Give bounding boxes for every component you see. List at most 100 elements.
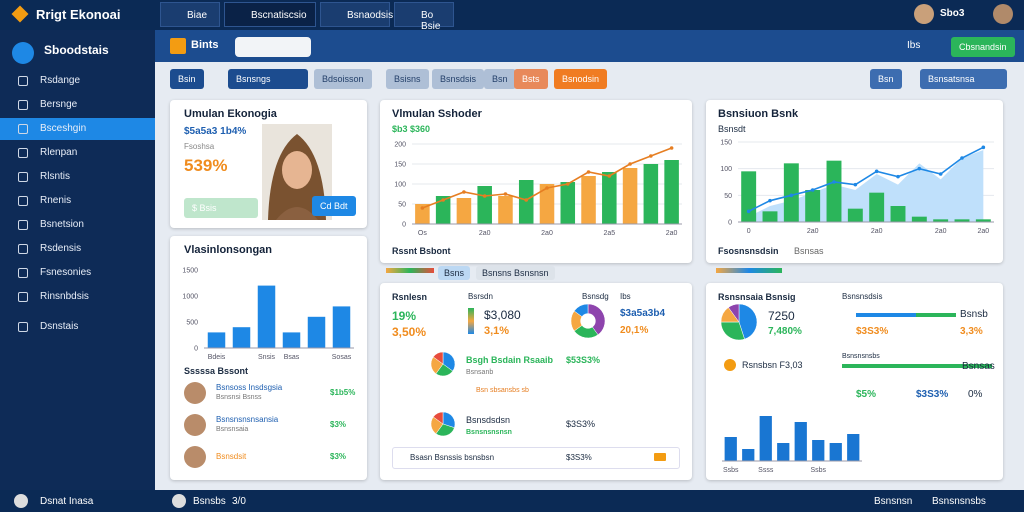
sidebar-item[interactable]: Rnenis bbox=[0, 190, 155, 212]
icon bbox=[18, 268, 28, 278]
line-point bbox=[524, 198, 529, 202]
tag bbox=[654, 453, 666, 461]
header-action[interactable]: Cbsnandsin bbox=[951, 37, 1015, 57]
donut-chart bbox=[570, 303, 606, 339]
sidebar-item[interactable]: Bsceshgin bbox=[0, 118, 155, 140]
sidebar-item[interactable]: Rlenpan bbox=[0, 142, 155, 164]
icon bbox=[18, 148, 28, 158]
x-tick-label: 0 bbox=[747, 228, 751, 235]
bar bbox=[975, 219, 991, 222]
line-point bbox=[649, 154, 653, 158]
x-tick-label: 2a0 bbox=[666, 230, 678, 237]
search-button[interactable]: Bsin bbox=[170, 69, 204, 89]
button[interactable]: $ Bsis bbox=[184, 198, 258, 218]
y-tick-label: 150 bbox=[720, 140, 732, 147]
row-value: $53S3% bbox=[566, 355, 601, 365]
bar bbox=[762, 211, 778, 222]
sidebar-item[interactable]: Rsdensis bbox=[0, 238, 155, 260]
value: 3,1% bbox=[484, 325, 510, 337]
label: Fsoshsa bbox=[184, 142, 215, 151]
sidebar-item[interactable]: Fsnesonies bbox=[0, 262, 155, 284]
top-tab[interactable]: Bscnatiscsio bbox=[224, 2, 316, 27]
avatar bbox=[184, 446, 206, 468]
y-tick-label: 50 bbox=[724, 193, 732, 200]
chip[interactable]: Bsts bbox=[514, 69, 548, 89]
bottom-link[interactable]: Bsnsnsn bbox=[874, 496, 913, 507]
line-point bbox=[917, 166, 922, 171]
stats-card: Rsnlesn 19% 3,50% Bsrsdn $3,080 3,1% Bsn… bbox=[380, 283, 692, 480]
chip[interactable]: Bsnsdsis bbox=[432, 69, 485, 89]
sidebar-item[interactable]: Bsnetsion bbox=[0, 214, 155, 236]
avatar bbox=[184, 382, 206, 404]
tool-button[interactable]: Bsnsatsnsa bbox=[920, 69, 1007, 89]
sidebar-item[interactable]: Rinsnbdsis bbox=[0, 286, 155, 308]
card-title: Vlasinlonsongan bbox=[184, 244, 273, 256]
bar bbox=[741, 171, 757, 222]
x-tick-label: 2a0 bbox=[541, 230, 553, 237]
bar bbox=[664, 160, 679, 224]
footer: Fsosnsnsdsin bbox=[718, 246, 779, 256]
bar bbox=[282, 332, 301, 348]
filter-button[interactable]: Bsnsngs bbox=[228, 69, 308, 89]
x-tick-label: 2a0 bbox=[479, 230, 491, 237]
bar bbox=[805, 190, 821, 222]
chip[interactable]: Bsisns bbox=[386, 69, 429, 89]
pie-chart bbox=[720, 303, 758, 341]
chip[interactable]: Bsn bbox=[484, 69, 516, 89]
x-tick-label: Sosas bbox=[332, 354, 352, 361]
line-point bbox=[607, 174, 612, 178]
bar bbox=[539, 184, 555, 224]
bottom-link[interactable]: Bsnsnsnsbs bbox=[932, 496, 986, 507]
row-sub: Bsnsnsnsnsn bbox=[466, 429, 512, 436]
label: Ibs bbox=[620, 292, 631, 301]
card-title: Vlmulan Sshoder bbox=[392, 108, 482, 120]
avatar bbox=[14, 494, 28, 508]
stat: $5% bbox=[856, 389, 877, 400]
bar bbox=[724, 437, 737, 461]
avatar bbox=[993, 4, 1013, 24]
header-title: Bints bbox=[191, 39, 219, 51]
tool-button[interactable]: Bsn bbox=[870, 69, 902, 89]
donut-hole bbox=[580, 313, 596, 329]
bar bbox=[742, 449, 755, 461]
footer-value: $3S3% bbox=[566, 453, 592, 462]
bar bbox=[622, 168, 638, 224]
y-tick-label: 200 bbox=[394, 142, 406, 149]
sidebar-item[interactable]: Rsdange bbox=[0, 70, 155, 92]
label: Bsnsnsdsis bbox=[842, 292, 883, 301]
footer: Rssnt Bsbont bbox=[392, 246, 451, 256]
user-name[interactable]: Sbo3 bbox=[940, 8, 965, 19]
top-tab[interactable]: Bo Bsie bbox=[394, 2, 454, 32]
row-value: $3% bbox=[330, 420, 347, 429]
icon bbox=[724, 359, 736, 371]
bar bbox=[332, 306, 351, 348]
sidebar-item[interactable]: Rlsntis bbox=[0, 166, 155, 188]
bar bbox=[890, 206, 906, 222]
x-tick-label: 2a0 bbox=[977, 228, 989, 235]
sidebar-item[interactable]: Bersnge bbox=[0, 94, 155, 116]
tab[interactable]: Bsnsns Bsnsnsn bbox=[476, 266, 555, 280]
icon bbox=[18, 100, 28, 110]
sidebar-item[interactable]: Dsnstais bbox=[0, 316, 155, 338]
line-point bbox=[789, 193, 794, 198]
top-tab[interactable]: Biae bbox=[160, 2, 220, 27]
logo bbox=[11, 5, 29, 23]
top-tab[interactable]: Bsnaodsis bbox=[320, 2, 393, 27]
tab[interactable]: Bsns bbox=[438, 266, 471, 280]
row-value: $3% bbox=[330, 452, 347, 461]
legend-strip bbox=[716, 268, 782, 273]
value: 7,480% bbox=[768, 326, 802, 337]
line-point bbox=[768, 198, 772, 203]
bottom-bar: Dsnat Inasa Bsnsbs 3/0 Bsnsnsn Bsnsnsnsb… bbox=[0, 490, 1024, 512]
percent: 539% bbox=[184, 156, 228, 175]
bar bbox=[777, 443, 790, 461]
avatar bbox=[172, 494, 186, 508]
chip[interactable]: Bsnodsin bbox=[554, 69, 608, 89]
pie-slice bbox=[432, 351, 444, 365]
bar bbox=[847, 208, 863, 222]
button[interactable]: Cd Bdt bbox=[312, 196, 356, 216]
header-input[interactable] bbox=[235, 37, 311, 57]
y-tick-label: 100 bbox=[720, 166, 732, 173]
chip[interactable]: Bdsoisson bbox=[314, 69, 372, 89]
bar bbox=[581, 176, 596, 224]
